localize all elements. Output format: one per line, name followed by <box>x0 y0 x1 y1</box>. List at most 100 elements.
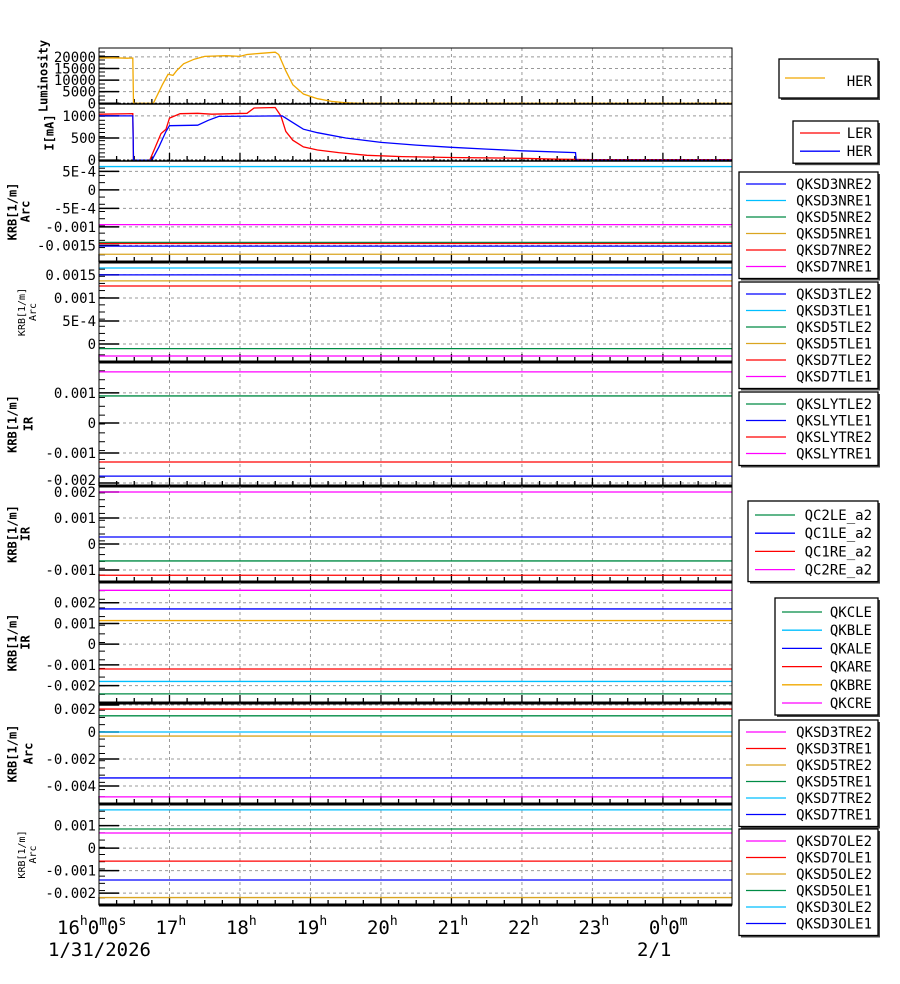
legend-label: QKSD5NRE1 <box>796 227 872 243</box>
x-tick-label-part: 0 <box>88 917 99 939</box>
legend-panel-3: QKSD3NRE2QKSD3NRE1QKSD5NRE2QKSD5NRE1QKSD… <box>738 171 880 281</box>
legend-panel-4: QKSD3TLE2QKSD3TLE1QKSD5TLE2QKSD5TLE1QKSD… <box>738 281 880 391</box>
panel-2: 1000 500 0 I[mA] <box>43 103 733 169</box>
x-tick-label-part: h <box>601 914 609 929</box>
x-tick-label-part: h <box>80 914 88 929</box>
x-tick-label-part: 18 <box>226 917 249 939</box>
plot-frame <box>98 47 733 105</box>
legend-box <box>738 828 879 937</box>
x-tick-label-part: 23 <box>578 917 601 939</box>
x-tick-label: 16h0m0s <box>57 914 126 939</box>
y-tick-label: 5000 <box>62 85 96 101</box>
y-axis-label: Arc <box>28 303 39 321</box>
y-axis-label: Arc <box>19 201 33 223</box>
x-tick-label: 21h <box>437 914 468 939</box>
y-tick-label: 0 <box>88 841 96 857</box>
legend-box <box>738 171 879 280</box>
y-tick-label: 15000 <box>54 61 96 77</box>
y-tick-label: -0.002 <box>45 679 96 695</box>
panel-7: 0.002 0.001 0 -0.001 -0.002 KRB[1/m] IR <box>6 581 733 705</box>
x-tick-label-part: 19 <box>296 917 319 939</box>
x-tick-label-part: 20 <box>367 917 390 939</box>
legend-label: QKBRE <box>830 678 872 694</box>
y-axis-label: KRB[1/m] <box>6 614 20 672</box>
legend-label: QKSD5OLE1 <box>796 884 872 900</box>
legend-box <box>738 719 879 828</box>
plot-frame <box>98 261 733 363</box>
legend-label: QKSD3OLE1 <box>796 917 872 933</box>
plot-frame <box>98 702 733 805</box>
y-axis-label: Arc <box>22 743 36 765</box>
legend-label: QKSLYTRE2 <box>796 430 872 446</box>
y-tick-label: 0 <box>88 96 96 112</box>
y-tick-label: 0 <box>88 416 96 432</box>
x-tick-label-part: 16 <box>57 917 80 939</box>
y-tick-label: 0.002 <box>54 702 96 718</box>
y-axis-label: KRB[1/m] <box>6 725 20 783</box>
y-tick-label: 0 <box>88 337 96 353</box>
legend-label: HER <box>847 144 873 160</box>
y-axis-label: IR <box>19 635 33 650</box>
legend-label: QKSD3NRE2 <box>796 177 872 193</box>
y-tick-label: -0.0015 <box>37 238 96 254</box>
legend-box <box>774 597 879 716</box>
x-tick-label-part: m <box>680 914 688 929</box>
y-axis-label: Arc <box>28 845 39 863</box>
legend-panel-8: QKSD3TRE2QKSD3TRE1QKSD5TRE2QKSD5TRE1QKSD… <box>738 719 880 829</box>
y-axis-label: KRB[1/m] <box>6 395 20 453</box>
legend-label: QKSD3TRE1 <box>796 742 872 758</box>
y-tick-label: -0.002 <box>45 752 96 768</box>
legend-label: QKSD3NRE1 <box>796 194 872 210</box>
x-tick-label-part: h <box>319 914 327 929</box>
y-tick-label: -0.001 <box>45 563 96 579</box>
panel-9: 0.001 0 -0.001 -0.002 KRB[1/m] Arc <box>17 803 733 907</box>
series-her-line <box>98 51 732 104</box>
x-tick-label-part: 0 <box>668 917 679 939</box>
panel-4: 0.0015 0.001 5E-4 0 KRB[1/m] Arc <box>17 261 733 364</box>
x-tick-label-part: h <box>249 914 257 929</box>
x-date-label: 2/1 <box>637 939 671 961</box>
y-tick-label: 0 <box>88 153 96 169</box>
legend-label: QC1RE_a2 <box>805 544 872 560</box>
y-tick-label: -0.001 <box>45 220 96 236</box>
x-tick-label: 23h <box>578 914 609 939</box>
y-tick-label: 0.001 <box>54 291 96 307</box>
plot-frame <box>98 361 733 487</box>
legend-label: QKSD7OLE2 <box>796 834 872 850</box>
legend-label: QKSD7NRE2 <box>796 243 872 259</box>
x-tick-label-part: s <box>118 914 126 929</box>
y-tick-label: 0.0015 <box>45 268 96 284</box>
x-tick-label-part: h <box>390 914 398 929</box>
x-tick-label-part: 0 <box>649 917 660 939</box>
legend-label: QKSD5TLE2 <box>796 320 872 336</box>
x-tick-label-part: 17 <box>155 917 178 939</box>
y-tick-label: 0 <box>88 637 96 653</box>
legend-label: QKSD5TLE1 <box>796 337 872 353</box>
y-tick-label: 0 <box>88 725 96 741</box>
y-tick-label: -5E-4 <box>54 201 96 217</box>
x-tick-label-part: 22 <box>508 917 531 939</box>
x-tick-label-part: h <box>531 914 539 929</box>
legend-box <box>792 120 879 164</box>
x-tick-label: 19h <box>296 914 327 939</box>
legend-label: QC2LE_a2 <box>805 508 872 524</box>
legend-panel-1: HER <box>778 58 880 100</box>
legend-label: QKCRE <box>830 696 872 712</box>
plot-frame <box>98 581 733 704</box>
y-tick-label: 0 <box>88 537 96 553</box>
legend-label: QKSD3OLE2 <box>796 900 872 916</box>
y-axis-label: KRB[1/m] <box>6 183 20 241</box>
legend-label: QKSD7TRE2 <box>796 791 872 807</box>
legend-label: QC2RE_a2 <box>805 563 872 579</box>
x-tick-label: 22h <box>508 914 539 939</box>
y-tick-label: -0.001 <box>45 658 96 674</box>
legend-label: QKSLYTLE2 <box>796 397 872 413</box>
y-tick-label: 0.002 <box>54 485 96 501</box>
legend-box <box>738 281 879 390</box>
legend-label: QKSD7NRE1 <box>796 260 872 276</box>
y-tick-label: -0.004 <box>45 779 96 795</box>
